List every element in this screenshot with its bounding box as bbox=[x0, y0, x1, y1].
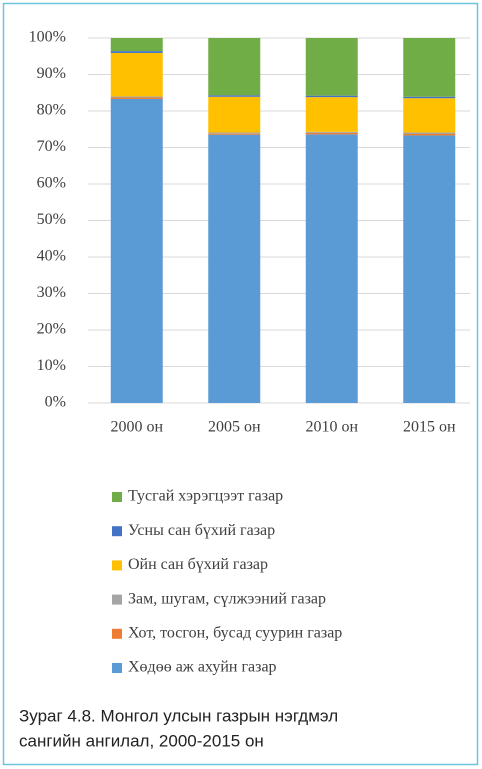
y-tick-label: 0% bbox=[45, 394, 66, 411]
bar-segment bbox=[110, 38, 163, 52]
bar-segment bbox=[208, 96, 261, 133]
bar-segment bbox=[305, 95, 358, 98]
bar-segment bbox=[305, 38, 358, 96]
x-tick-label: 2005 он bbox=[208, 419, 261, 436]
caption: Зураг 4.8. Монгол улсын газрын нэгдмэл bbox=[19, 706, 338, 725]
legend-marker bbox=[112, 492, 122, 502]
x-tick-label: 2015 он bbox=[403, 419, 456, 436]
legend-label: Тусгай хэрэгцээт газар bbox=[128, 488, 283, 505]
bar-segment bbox=[208, 133, 261, 135]
bar-segment bbox=[403, 38, 456, 97]
legend-marker bbox=[112, 560, 122, 571]
y-tick-label: 10% bbox=[37, 357, 66, 374]
legend-marker bbox=[112, 663, 122, 673]
bar-segment bbox=[403, 135, 456, 403]
legend-label: Усны сан бүхий газар bbox=[128, 522, 275, 539]
bar-segment bbox=[403, 96, 456, 99]
bar-segment bbox=[305, 97, 358, 132]
bar-segment bbox=[403, 132, 456, 134]
bar-segment bbox=[208, 38, 261, 96]
y-tick-label: 100% bbox=[29, 29, 66, 46]
y-tick-label: 40% bbox=[37, 248, 66, 265]
legend-marker bbox=[112, 594, 122, 605]
bar-segment bbox=[110, 96, 163, 98]
bar-segment bbox=[110, 97, 163, 99]
bar-segment bbox=[305, 134, 358, 404]
y-tick-label: 70% bbox=[37, 138, 66, 155]
y-tick-label: 20% bbox=[37, 321, 66, 338]
y-tick-label: 80% bbox=[37, 102, 66, 119]
bar-segment bbox=[110, 52, 163, 97]
legend-label: Ойн сан бүхий газар bbox=[128, 556, 268, 573]
x-tick-label: 2000 он bbox=[110, 419, 163, 436]
bar-segment bbox=[208, 134, 261, 403]
bar-segment bbox=[403, 133, 456, 136]
bar-segment bbox=[403, 98, 456, 133]
bar-segment bbox=[305, 131, 358, 133]
y-tick-label: 60% bbox=[37, 175, 66, 192]
legend-marker bbox=[112, 628, 122, 639]
caption: сангийн ангилал, 2000-2015 он bbox=[19, 731, 264, 750]
bar-segment bbox=[110, 98, 163, 403]
bar-segment bbox=[208, 132, 261, 134]
legend-label: Хөдөө аж ахуйн газар bbox=[128, 659, 277, 676]
legend-label: Зам, шугам, сүлжээний газар bbox=[128, 590, 326, 607]
y-tick-label: 30% bbox=[37, 284, 66, 301]
y-tick-label: 90% bbox=[37, 65, 66, 82]
bar-segment bbox=[208, 95, 261, 97]
bar-segment bbox=[305, 132, 358, 135]
legend-label: Хот, тосгон, бусад суурин газар bbox=[128, 624, 342, 641]
y-tick-label: 50% bbox=[37, 211, 66, 228]
x-tick-label: 2010 он bbox=[305, 419, 358, 436]
legend-marker bbox=[112, 526, 122, 537]
bar-segment bbox=[110, 51, 163, 53]
